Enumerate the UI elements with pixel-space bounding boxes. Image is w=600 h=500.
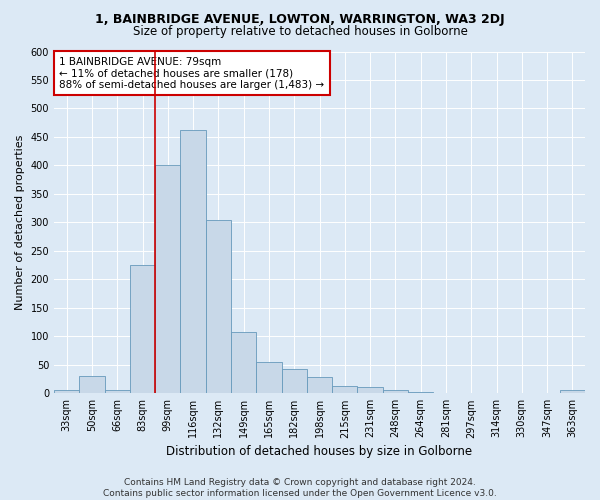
Bar bbox=[181, 130, 206, 394]
Bar bbox=[104, 390, 130, 394]
Text: Contains HM Land Registry data © Crown copyright and database right 2024.
Contai: Contains HM Land Registry data © Crown c… bbox=[103, 478, 497, 498]
Bar bbox=[383, 390, 408, 394]
Bar bbox=[332, 386, 358, 394]
Text: 1 BAINBRIDGE AVENUE: 79sqm
← 11% of detached houses are smaller (178)
88% of sem: 1 BAINBRIDGE AVENUE: 79sqm ← 11% of deta… bbox=[59, 56, 325, 90]
Text: Size of property relative to detached houses in Golborne: Size of property relative to detached ho… bbox=[133, 25, 467, 38]
Bar bbox=[458, 392, 484, 394]
Bar bbox=[509, 392, 535, 394]
Bar bbox=[281, 370, 307, 394]
Bar bbox=[256, 362, 281, 394]
Bar bbox=[307, 378, 332, 394]
Y-axis label: Number of detached properties: Number of detached properties bbox=[15, 134, 25, 310]
Bar bbox=[535, 392, 560, 394]
Bar bbox=[358, 387, 383, 394]
Bar bbox=[231, 332, 256, 394]
Bar bbox=[433, 392, 458, 394]
Bar bbox=[79, 376, 104, 394]
Bar bbox=[130, 265, 155, 394]
Bar bbox=[206, 220, 231, 394]
Text: 1, BAINBRIDGE AVENUE, LOWTON, WARRINGTON, WA3 2DJ: 1, BAINBRIDGE AVENUE, LOWTON, WARRINGTON… bbox=[95, 12, 505, 26]
Bar bbox=[54, 390, 79, 394]
Bar bbox=[155, 166, 181, 394]
Bar bbox=[408, 392, 433, 394]
X-axis label: Distribution of detached houses by size in Golborne: Distribution of detached houses by size … bbox=[166, 444, 473, 458]
Bar bbox=[560, 390, 585, 394]
Bar bbox=[484, 392, 509, 394]
